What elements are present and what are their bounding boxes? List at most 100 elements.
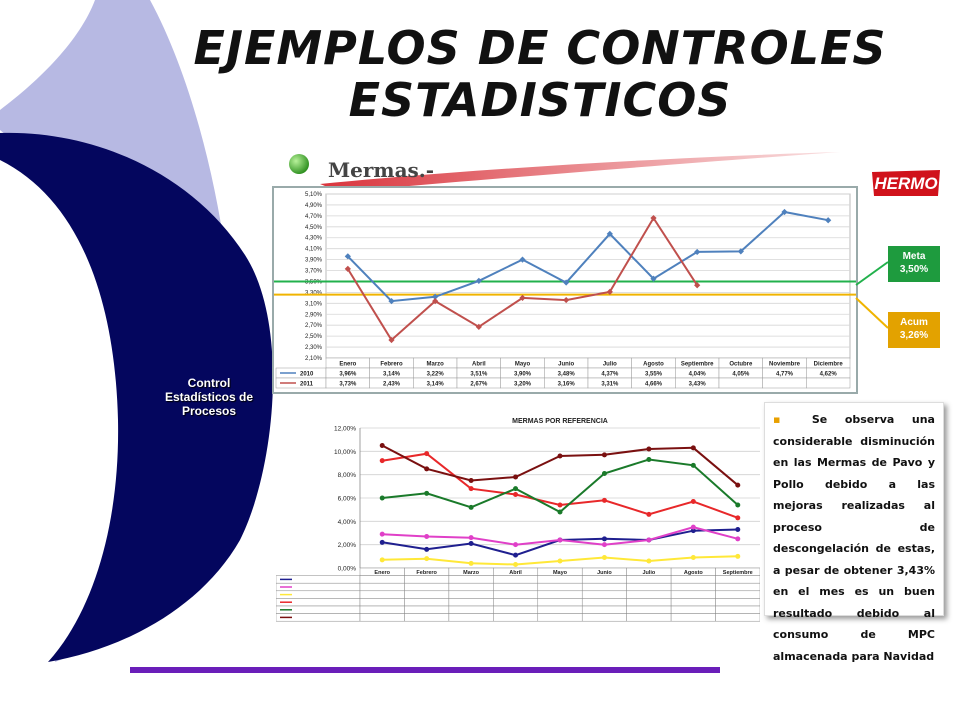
chart1-y-tick-label: 2,70% [305,323,323,329]
chart2-point [646,511,652,517]
chart1-category-label: Septiembre [681,362,714,368]
chart2-point [468,486,474,492]
chart1-point [606,230,613,238]
note-bullet-icon: ▪ [773,413,812,426]
chart1-plot-area [325,193,851,359]
chart1-category-label: Febrero [380,362,403,368]
chart2-point [690,445,696,451]
meta-connector [855,261,889,286]
chart1-category-label: Noviembre [769,362,801,368]
chart1-data-label: 2,43% [383,382,401,388]
chart2-point [424,466,430,472]
chart1-data-label: 3,96% [339,372,357,378]
chart1-y-tick-label: 4,50% [305,225,323,231]
note-body: Se observa una considerable disminución … [773,413,935,663]
side-label-line-2: Estadísticos de [164,390,254,404]
chart2-table-cell [359,598,405,607]
chart1-data-label: 3,51% [470,372,488,378]
chart2-point [379,443,385,448]
chart2-table-cell [493,598,539,607]
chart1-data-label: 3,31% [601,382,619,388]
chart2-table-cell [715,575,760,584]
chart2-table-cell [715,613,760,622]
chart2-table-cell [448,582,494,592]
chart2-point [601,497,607,503]
chart2-point [557,502,563,508]
side-label-line-1: Control [187,376,231,390]
chart2-category-label: Febrero [416,570,437,576]
chart2-point [601,555,607,560]
chart2-table-cell [670,582,716,592]
chart1-table-cell [718,377,763,389]
chart2-y-tick-label: 12,00% [334,426,356,433]
chart2-table-cell [670,598,716,607]
chart2-point [601,452,607,458]
chart2-point [646,558,652,564]
chart2-table-cell [448,575,494,584]
brand-name: HERMO [874,174,937,193]
acum-callout: Acum 3,26% [888,312,940,348]
chart2-point [513,486,519,492]
chart1-y-tick-label: 2,10% [305,356,323,362]
chart2-table-cell [581,575,627,584]
chart2-point [379,557,385,563]
chart1-y-tick-label: 4,30% [305,236,323,242]
chart2-point [735,536,741,542]
chart1-data-label: 3,20% [514,382,532,388]
chart2-point [468,541,474,546]
chart2-table-cell [359,582,405,592]
chart1-category-label: Enero [339,362,356,368]
chart2-point [424,556,430,562]
chart2-table-cell [359,605,405,614]
chart1-category-label: Abril [472,362,486,368]
title-line-2: ESTADISTICOS [348,73,732,127]
side-label: Control Estadísticos de Procesos [158,376,260,418]
chart2-table-cell [448,605,494,614]
chart2-category-label: Mayo [553,570,568,576]
acum-connector [855,297,889,329]
chart2-point [379,531,385,537]
chart2-category-label: Agosto [684,570,704,576]
chart2-table-cell [581,590,627,599]
chart2-table-cell [715,598,760,607]
chart2-table-cell [581,605,627,614]
chart2-point [646,537,652,543]
chart2-table-cell [404,582,450,592]
chart2-point [379,539,385,545]
chart2-point [557,453,563,459]
chart2-point [468,560,474,566]
chart1-data-label: 4,62% [820,372,838,378]
chart2-point [735,502,741,508]
chart2-point [468,504,474,510]
chart2-point [646,446,652,452]
chart2-table-cell [404,575,450,584]
chart1-y-tick-label: 2,90% [305,312,323,318]
chart2-point [735,515,741,521]
chart2-table-cell [626,575,672,584]
chart2-table-cell [493,582,539,592]
chart2-point [557,558,563,564]
chart1-series-line-2010 [347,210,829,303]
chart2-table-cell [404,590,450,599]
chart2-y-tick-label: 0,00% [338,566,357,573]
acum-label: Acum [900,317,928,328]
chart1-data-label: 4,05% [732,372,750,378]
side-label-line-3: Procesos [181,404,237,418]
chart2-point [513,552,519,558]
connector-lines [855,261,889,329]
chart2-table-cell [626,613,672,622]
chart2-point [690,462,696,468]
title-line-1: EJEMPLOS DE CONTROLES [193,21,887,75]
chart1-y-tick-label: 4,90% [305,203,323,209]
chart1-y-tick-label: 3,50% [305,279,323,285]
chart1-data-label: 3,55% [645,372,663,378]
chart2-table-cell [537,613,583,622]
chart1-point [432,293,439,300]
chart1-table-cell [806,377,851,389]
chart1-category-label: Octubre [729,362,753,368]
chart1-y-tick-label: 3,30% [305,290,323,296]
chart1-category-label: Marzo [426,362,444,368]
chart1-y-tick-label: 2,30% [305,345,323,351]
chart2-point [557,537,563,543]
acum-value: 3,26% [899,330,929,341]
